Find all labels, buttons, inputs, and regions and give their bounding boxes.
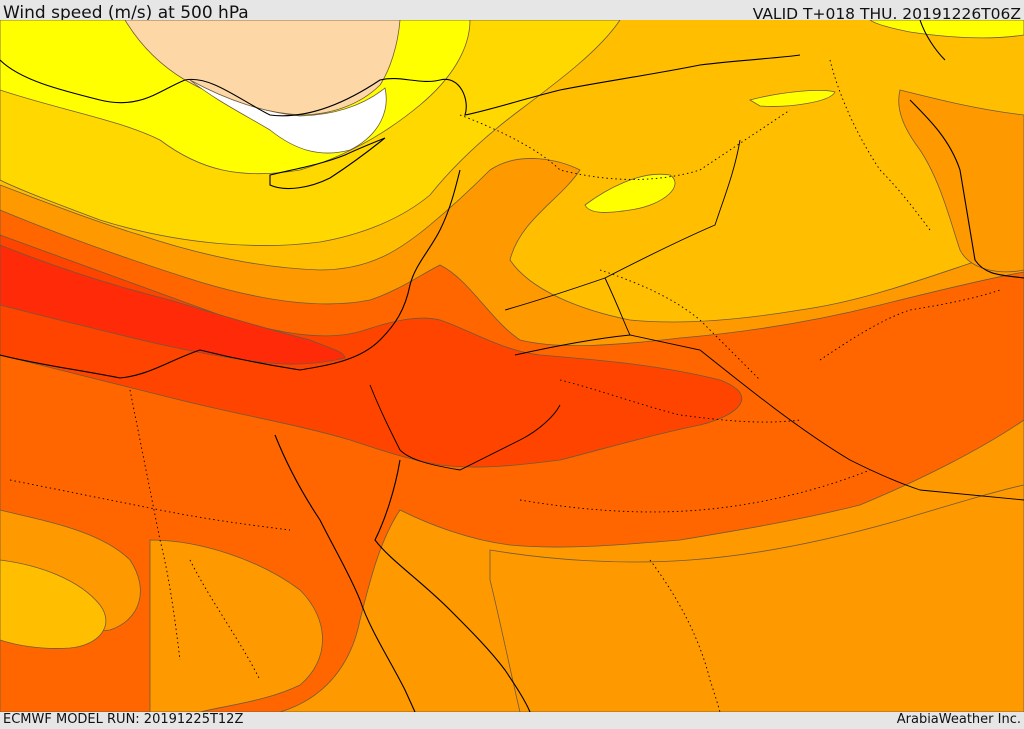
band-white	[189, 79, 387, 154]
coastline-red-sea-west	[274, 434, 416, 712]
band-red-orange	[0, 234, 743, 468]
coastline-turkey	[0, 54, 801, 117]
model-run-label: ECMWF MODEL RUN: 20191225T12Z	[3, 712, 244, 727]
band-yellow-patch	[584, 173, 676, 213]
border-8	[649, 559, 721, 712]
frontier-2	[514, 334, 631, 356]
wind-speed-map-svg	[0, 20, 1024, 712]
coastline-med-south	[0, 169, 461, 379]
coastline-cyprus	[269, 137, 386, 190]
border-6	[559, 379, 801, 423]
border-3	[129, 389, 181, 661]
band-orange-s	[149, 539, 323, 712]
weather-map[interactable]	[0, 20, 1024, 712]
border-10	[829, 59, 931, 231]
band-yellow-patch-2	[748, 90, 836, 107]
border-5	[519, 469, 871, 513]
border-4	[9, 479, 291, 531]
coastline-red-sea-east	[374, 459, 531, 712]
band-red	[0, 244, 346, 365]
coastline-caspian	[919, 20, 946, 61]
credit-label: ArabiaWeather Inc.	[896, 712, 1021, 727]
band-orange-se	[489, 484, 1024, 712]
frontier-3	[369, 384, 561, 471]
frontier-1	[504, 277, 1024, 501]
valid-time-label: VALID T+018 THU. 20191226T06Z	[752, 5, 1021, 23]
frontier-4	[604, 139, 741, 279]
band-amber-sw	[0, 559, 107, 649]
map-title: Wind speed (m/s) at 500 hPa	[3, 3, 249, 23]
coastline-gulf	[909, 99, 1024, 279]
